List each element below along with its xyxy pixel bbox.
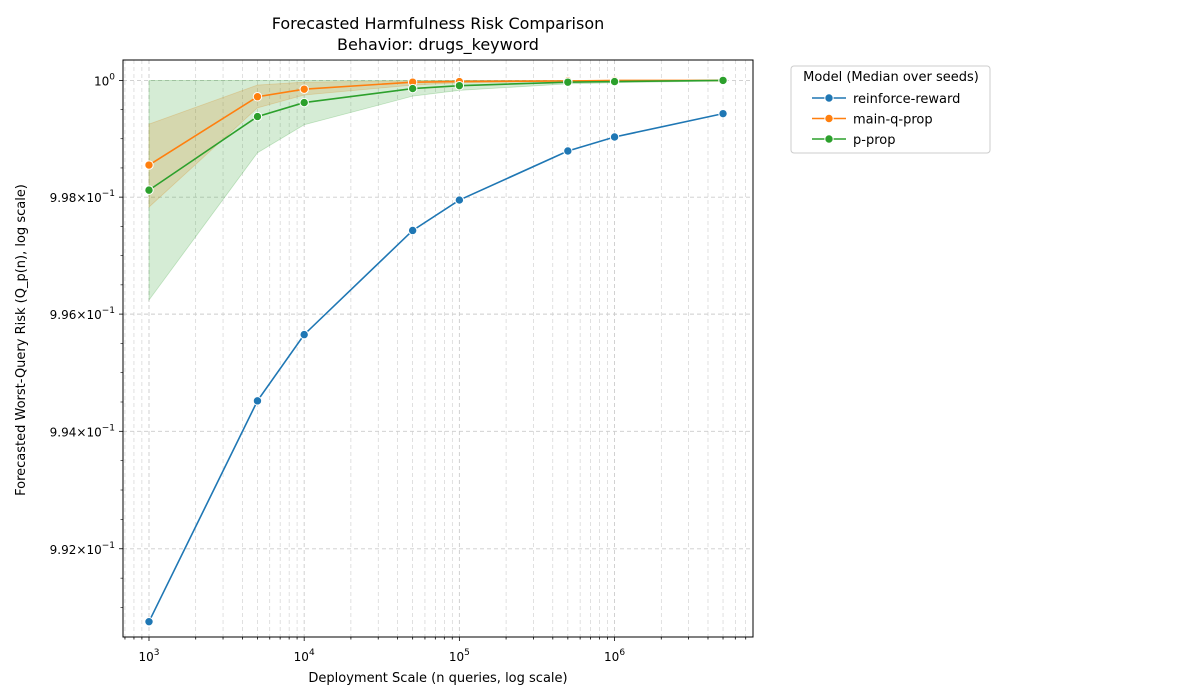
point-p-prop [454,80,465,91]
legend: Model (Median over seeds) reinforce-rewa… [790,65,991,154]
legend-marker [824,113,834,124]
x-tick-label: 105 [449,648,470,664]
point-reinforce-reward [718,108,728,119]
line-reinforce-reward [148,112,724,623]
axis-ticks [119,80,747,641]
confidence-bands [148,80,724,302]
point-p-prop [718,75,728,86]
series-lines [148,79,724,623]
x-axis-label: Deployment Scale (n queries, log scale) [308,671,567,686]
series-markers [144,75,728,627]
legend-item-p-prop: p-prop [812,133,895,148]
point-reinforce-reward [609,132,620,142]
legend-item-reinforce-reward: reinforce-reward [812,92,960,107]
y-tick-label: 9.98×10−1 [50,189,115,205]
band-p-prop [148,80,724,302]
line-main-q-prop [148,79,724,166]
point-main-q-prop [144,160,154,170]
point-p-prop [609,76,620,87]
legend-label: reinforce-reward [853,92,960,107]
legend-label: main-q-prop [853,113,933,128]
legend-label: p-prop [853,133,895,148]
point-p-prop [407,83,418,94]
point-p-prop [563,77,573,87]
point-reinforce-reward [144,616,154,627]
y-tick-label: 100 [94,72,115,88]
point-reinforce-reward [454,195,465,205]
legend-marker [824,134,834,144]
chart-title-line1: Forecasted Harmfulness Risk Comparison [272,14,605,33]
point-reinforce-reward [407,225,418,236]
grid [123,60,753,637]
y-tick-labels: 9.92×10−1 9.94×10−1 9.96×10−1 9.98×10−1 100 [50,72,116,556]
x-tick-labels: 103 104 105 106 [138,648,625,664]
plot-frame [122,59,754,638]
y-tick-label: 9.96×10−1 [50,306,115,322]
point-p-prop [299,97,309,108]
y-tick-label: 9.92×10−1 [50,541,115,557]
legend-item-main-q-prop: main-q-prop [812,113,933,128]
point-reinforce-reward [252,396,263,406]
chart-title-line2: Behavior: drugs_keyword [337,35,539,55]
legend-marker [824,93,834,103]
point-main-q-prop [299,84,309,94]
legend-title: Model (Median over seeds) [803,70,979,85]
y-axis-label: Forecasted Worst-Query Risk (Q_p(n), log… [14,184,29,496]
line-p-prop [148,79,724,191]
point-main-q-prop [252,92,263,102]
point-p-prop [252,111,263,122]
y-tick-label: 9.94×10−1 [50,423,115,439]
x-tick-label: 106 [604,648,625,664]
point-p-prop [144,185,154,195]
x-tick-label: 103 [138,648,159,664]
legend-box [790,65,991,154]
x-tick-label: 104 [294,648,315,664]
point-reinforce-reward [563,146,573,156]
point-reinforce-reward [299,329,309,340]
